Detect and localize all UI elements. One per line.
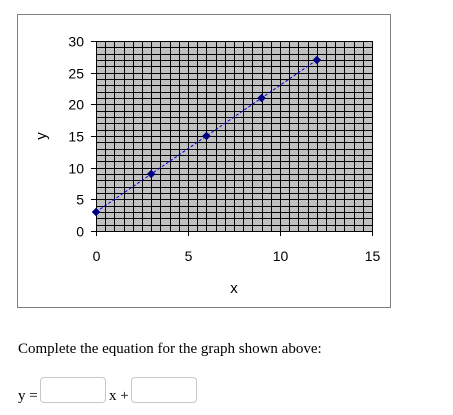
data-point (257, 93, 266, 103)
line-chart: 0 5 10 15 20 25 30 0 5 10 15 x y (33, 34, 381, 298)
data-point (312, 55, 322, 65)
x-tick-label: 5 (185, 248, 193, 264)
y-tick-label: 10 (68, 161, 84, 177)
chart-frame: 0 5 10 15 20 25 30 0 5 10 15 x y (17, 14, 391, 308)
y-tick-label: 5 (76, 192, 84, 208)
x-tick-label: 15 (365, 248, 381, 264)
y-tick-label: 30 (68, 34, 84, 50)
x-plus-label: x + (109, 388, 129, 404)
y-tick-label: 15 (68, 129, 84, 145)
slope-input[interactable] (40, 377, 106, 403)
y-tick-label: 20 (68, 97, 84, 113)
x-tick-label: 10 (273, 248, 289, 264)
data-point (91, 207, 101, 217)
x-axis-title: x (230, 280, 238, 297)
y-axis-title: y (33, 132, 50, 140)
x-tick-label: 0 (93, 248, 101, 264)
y-tick-label: 0 (76, 224, 84, 240)
data-point (202, 131, 211, 141)
intercept-input[interactable] (131, 377, 197, 403)
y-equals-label: y = (18, 388, 38, 404)
question-prompt: Complete the equation for the graph show… (18, 341, 322, 357)
y-tick-label: 25 (68, 66, 84, 82)
data-point (146, 169, 156, 179)
